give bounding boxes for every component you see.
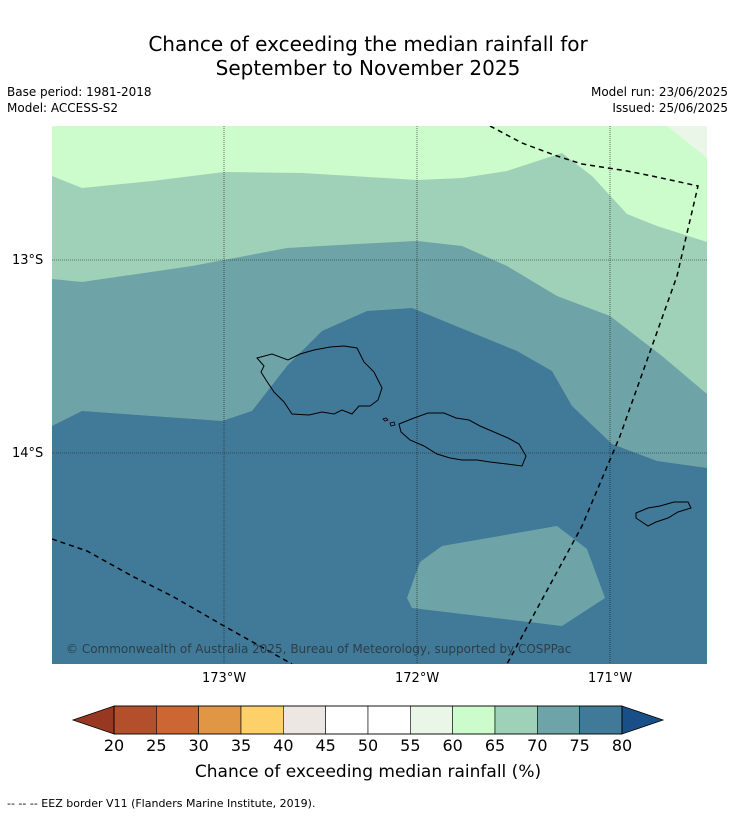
band-70-75-south (407, 526, 605, 626)
lon-tick-172w: 172°W (395, 671, 440, 686)
issued-label: Issued: 25/06/2025 (612, 101, 728, 115)
colorbar-tick-30: 30 (188, 736, 209, 755)
rainfall-map-svg: © Commonwealth of Australia 2025, Bureau… (51, 125, 707, 665)
band-55-60 (667, 126, 707, 158)
colorbar-tick-60: 60 (442, 736, 463, 755)
colorbar-tick-80: 80 (611, 736, 633, 755)
eez-border-southwest (51, 538, 293, 665)
copyright-text: © Commonwealth of Australia 2025, Bureau… (66, 642, 571, 656)
colorbar-cell-55-60 (410, 705, 453, 735)
colorbar-tick-45: 45 (315, 736, 336, 755)
colorbar-tick-35: 35 (230, 736, 252, 755)
colorbar-cell-25-30 (156, 705, 199, 735)
colorbar-cell-45-50 (325, 705, 369, 735)
colorbar-cell-60-65 (452, 705, 496, 735)
rainfall-map: © Commonwealth of Australia 2025, Bureau… (51, 125, 707, 665)
colorbar (71, 705, 665, 735)
lon-tick-171w: 171°W (588, 671, 633, 686)
lat-tick-14s: 14°S (12, 446, 44, 461)
savaii-island (256, 345, 383, 416)
colorbar-cell-20-25 (113, 705, 157, 735)
colorbar-tick-75: 75 (569, 736, 590, 755)
islet-1 (382, 417, 389, 422)
colorbar-cell-75-80 (579, 705, 623, 735)
colorbar-tick-55: 55 (400, 736, 421, 755)
eez-footnote: -- -- -- EEZ border V11 (Flanders Marine… (7, 797, 316, 810)
model-run-label: Model run: 23/06/2025 (590, 85, 728, 99)
colorbar-tick-20: 20 (103, 736, 125, 755)
colorbar-over-arrow (621, 705, 665, 735)
colorbar-cell-40-45 (283, 705, 326, 735)
colorbar-frame (113, 705, 623, 735)
lat-tick-13s: 13°S (12, 253, 44, 268)
map-title-line2: September to November 2025 (215, 56, 521, 80)
band-60-65 (52, 126, 707, 242)
colorbar-cell-30-35 (198, 705, 242, 735)
upolu-island (398, 412, 527, 467)
model-label: Model: ACCESS-S2 (7, 101, 119, 115)
colorbar-tick-70: 70 (527, 736, 548, 755)
colorbar-tick-25: 25 (146, 736, 167, 755)
tutuila-island (635, 501, 692, 527)
base-period-label: Base period: 1981-2018 (7, 85, 152, 99)
colorbar-tick-65: 65 (484, 736, 506, 755)
colorbar-cell-70-75 (537, 705, 580, 735)
colorbar-title: Chance of exceeding median rainfall (%) (194, 762, 542, 782)
map-title-line1: Chance of exceeding the median rainfall … (148, 32, 588, 56)
islet-2 (389, 421, 396, 427)
colorbar-tick-50: 50 (357, 736, 379, 755)
band-65-70 (52, 126, 707, 394)
lon-tick-173w: 173°W (202, 671, 247, 686)
colorbar-cell-65-70 (494, 705, 538, 735)
colorbar-tick-40: 40 (273, 736, 294, 755)
colorbar-cell-50-55 (367, 705, 411, 735)
colorbar-cell-35-40 (240, 705, 284, 735)
colorbar-under-arrow (71, 705, 115, 735)
